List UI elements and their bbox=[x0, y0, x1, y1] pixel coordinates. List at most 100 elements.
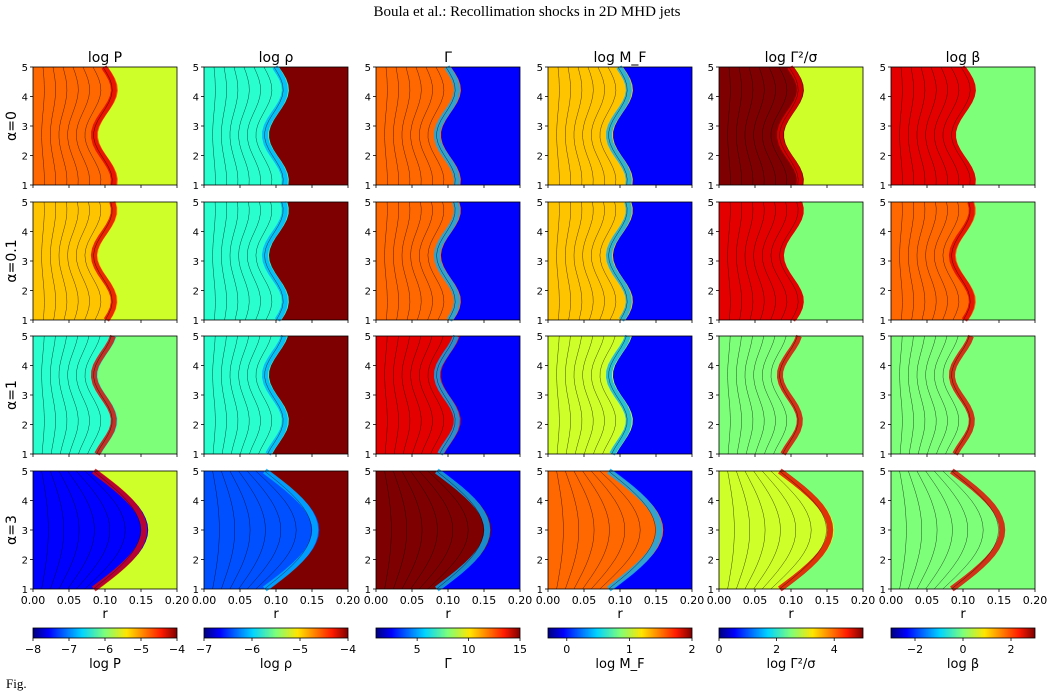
field-line bbox=[556, 201, 560, 321]
row-label: α=3 bbox=[4, 515, 20, 545]
jet-region bbox=[204, 202, 289, 320]
field-line bbox=[212, 201, 216, 321]
y-tick-label: 2 bbox=[880, 421, 886, 432]
field-line bbox=[427, 201, 445, 321]
field-line bbox=[58, 201, 68, 321]
y-tick-label: 2 bbox=[880, 556, 886, 567]
jet-edge bbox=[950, 468, 1006, 592]
colorbar-tick-label: 10 bbox=[462, 643, 476, 656]
y-tick-label: 1 bbox=[880, 450, 886, 461]
x-tick-label: 0.05 bbox=[57, 594, 82, 607]
y-tick-label: 3 bbox=[708, 257, 714, 268]
y-tick-label: 1 bbox=[880, 181, 886, 192]
jet-edge bbox=[262, 65, 288, 186]
y-tick-label: 5 bbox=[365, 467, 371, 478]
field-line bbox=[565, 470, 579, 590]
field-line bbox=[573, 201, 583, 321]
jet-region bbox=[33, 67, 118, 185]
jet-region bbox=[891, 202, 976, 320]
jet-region bbox=[719, 471, 835, 589]
jet-region bbox=[376, 471, 492, 589]
x-tick-label: 0.20 bbox=[851, 594, 876, 607]
field-line bbox=[238, 335, 250, 455]
field-line bbox=[934, 335, 948, 455]
y-tick-label: 3 bbox=[537, 526, 543, 537]
y-tick-label: 3 bbox=[365, 257, 371, 268]
field-line bbox=[899, 66, 903, 185]
panel: 1 2 3 4 5 bbox=[880, 63, 1036, 192]
x-tick-label: 0.00 bbox=[364, 594, 389, 607]
jet-edge bbox=[261, 334, 288, 456]
y-tick-label: 2 bbox=[22, 556, 28, 567]
x-tick-label: 0.20 bbox=[680, 594, 705, 607]
y-tick-label: 3 bbox=[880, 257, 886, 268]
colorbar-gradient bbox=[547, 627, 693, 639]
y-tick-label: 2 bbox=[22, 287, 28, 298]
field-line bbox=[212, 335, 216, 455]
column-title: Γ bbox=[444, 50, 452, 66]
y-tick-label: 2 bbox=[537, 556, 543, 567]
y-tick-label: 4 bbox=[193, 362, 199, 373]
panel: 1 2 3 4 5 0.00 0.05 0.10 0.15 0.20 r bbox=[364, 467, 533, 622]
y-tick-label: 1 bbox=[708, 450, 714, 461]
y-tick-label: 5 bbox=[193, 332, 199, 343]
x-tick-label: 0.05 bbox=[228, 594, 253, 607]
field-line bbox=[393, 201, 399, 321]
y-tick-label: 3 bbox=[22, 257, 28, 268]
y-tick-label: 4 bbox=[365, 93, 371, 104]
y-tick-label: 2 bbox=[193, 287, 199, 298]
colorbar: −2 0 2 log β bbox=[890, 627, 1036, 672]
y-tick-label: 1 bbox=[537, 450, 543, 461]
field-line bbox=[58, 470, 80, 590]
field-line bbox=[255, 66, 273, 186]
field-line bbox=[384, 470, 392, 590]
field-line bbox=[908, 470, 922, 590]
field-line bbox=[916, 201, 926, 321]
colorbar-gradient bbox=[32, 627, 178, 639]
x-tick-label: 0.10 bbox=[608, 594, 633, 607]
y-tick-label: 3 bbox=[880, 122, 886, 133]
field-line bbox=[76, 66, 90, 186]
y-tick-label: 4 bbox=[193, 228, 199, 239]
field-line bbox=[393, 335, 399, 455]
field-line bbox=[779, 470, 827, 590]
field-line bbox=[238, 470, 266, 590]
y-tick-label: 2 bbox=[880, 287, 886, 298]
x-axis-label: r bbox=[273, 607, 279, 622]
column-title: log ρ bbox=[259, 50, 294, 66]
panel: 1 2 3 4 5 bbox=[22, 332, 178, 461]
panel: 1 2 3 4 5 bbox=[365, 332, 521, 461]
x-tick-label: 0.15 bbox=[644, 594, 669, 607]
field-line bbox=[84, 470, 126, 590]
panel: 1 2 3 4 5 0.00 0.05 0.10 0.15 0.20 r bbox=[192, 467, 361, 622]
field-line bbox=[753, 470, 781, 590]
y-tick-label: 1 bbox=[537, 181, 543, 192]
colorbar: 0 2 4 log Γ²/σ bbox=[716, 627, 864, 672]
field-line bbox=[753, 201, 765, 321]
x-tick-label: 0.10 bbox=[264, 594, 289, 607]
field-line bbox=[264, 201, 284, 321]
y-tick-label: 4 bbox=[22, 228, 28, 239]
y-tick-label: 4 bbox=[708, 228, 714, 239]
y-tick-label: 1 bbox=[193, 450, 199, 461]
field-line bbox=[41, 66, 45, 185]
y-tick-label: 1 bbox=[365, 181, 371, 192]
colorbar: −8 −7 −6 −5 −4 log P bbox=[25, 627, 185, 672]
figure-grid: log P 1 2 3 4 5 1 2 3 4 5 1 2 3 4 5 1 2 3 4 5 0.00 0.05 0.10 0.1… bbox=[4, 50, 1047, 672]
colorbar-tick-label: 15 bbox=[513, 643, 527, 656]
field-line bbox=[436, 470, 484, 590]
field-line bbox=[401, 201, 411, 321]
y-tick-label: 3 bbox=[22, 526, 28, 537]
field-line bbox=[736, 335, 742, 455]
field-line bbox=[727, 335, 731, 455]
y-tick-label: 1 bbox=[22, 316, 28, 327]
colorbar-tick-label: 2 bbox=[1008, 643, 1015, 656]
jet-region bbox=[548, 202, 633, 320]
y-tick-label: 5 bbox=[880, 467, 886, 478]
field-line bbox=[427, 335, 445, 455]
panel: 1 2 3 4 5 bbox=[365, 198, 521, 327]
field-line bbox=[727, 201, 731, 321]
field-line bbox=[247, 201, 261, 321]
y-tick-label: 2 bbox=[365, 287, 371, 298]
field-line bbox=[410, 335, 422, 455]
